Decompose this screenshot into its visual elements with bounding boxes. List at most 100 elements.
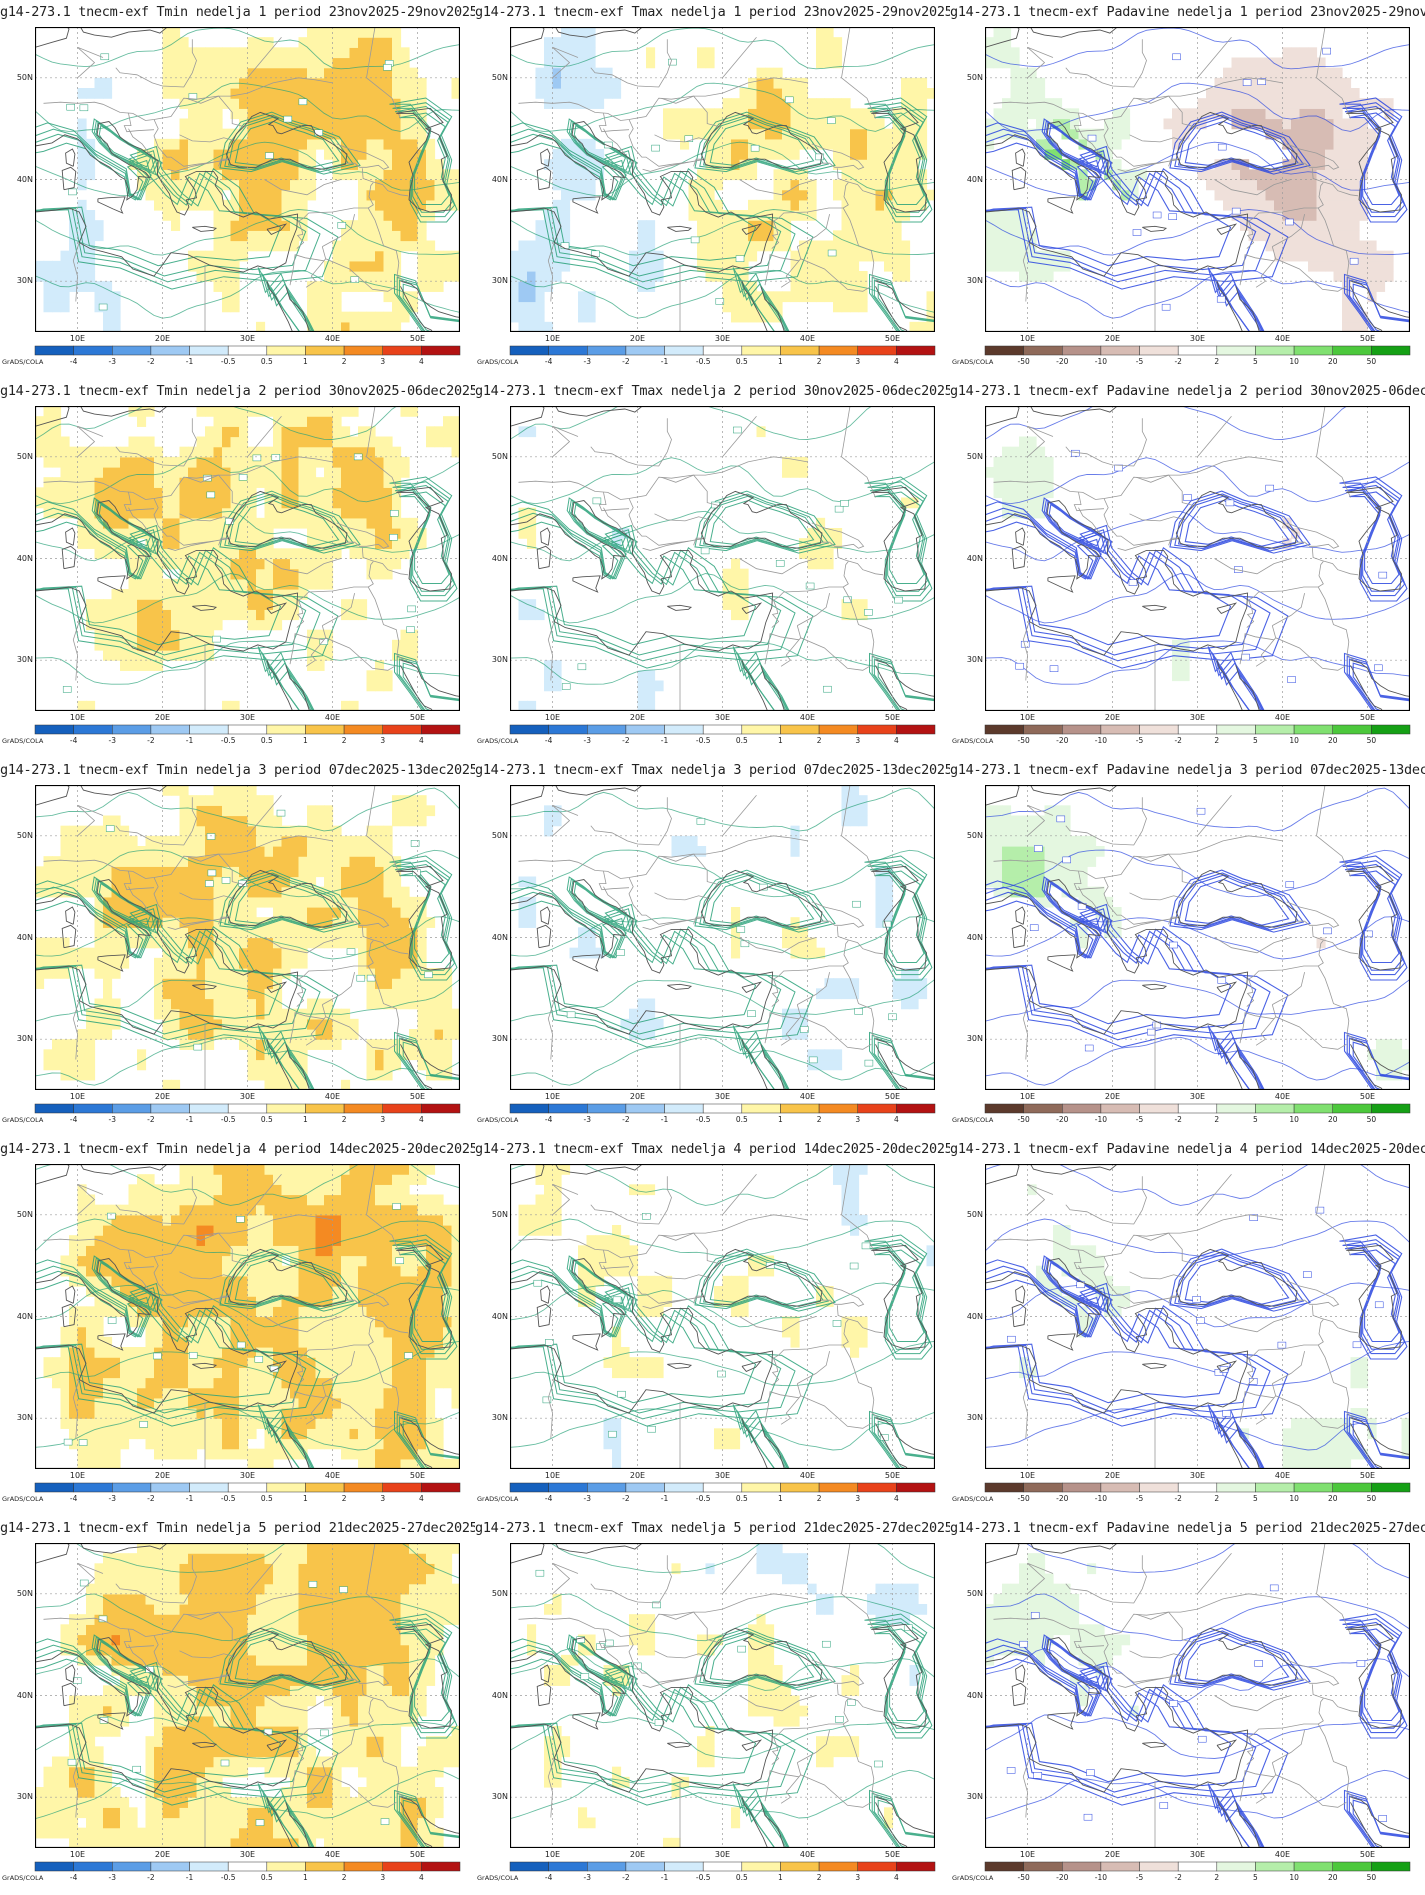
lon-label: 40E (799, 713, 816, 722)
colorbar-tick-label: 0.5 (261, 736, 273, 745)
colorbar-swatch (1255, 1861, 1295, 1872)
colorbar-swatch (1139, 1861, 1179, 1872)
lon-label: 50E (1359, 334, 1376, 343)
colorbar-swatch (305, 345, 345, 356)
colorbar-swatch (548, 724, 588, 735)
colorbar-tick-label: 4 (894, 1873, 899, 1882)
colorbar-swatch (382, 345, 422, 356)
lat-label: 30N (966, 1413, 983, 1423)
lon-label: 20E (629, 1850, 646, 1859)
lon-label: 50E (409, 1471, 426, 1480)
colorbar-tick-label: -4 (70, 736, 78, 745)
forecast-map (510, 27, 935, 332)
colorbar-tick-label: 1 (778, 357, 783, 366)
colorbar-swatch (227, 345, 268, 356)
colorbar-tick-label: -0.5 (696, 1494, 711, 1503)
colorbar-swatch (305, 1482, 345, 1493)
panel-title: g14-273.1 tnecm-exf Padavine nedelja 5 p… (950, 1520, 1425, 1536)
colorbar-tick-label: -4 (545, 1494, 553, 1503)
colorbar-tick-label: 50 (1367, 1873, 1377, 1882)
source-label: GrADS/COLA (477, 737, 519, 745)
colorbar-swatch (34, 1103, 74, 1114)
lon-label: 10E (544, 713, 561, 722)
colorbar-tick-label: -20 (1056, 357, 1068, 366)
colorbar: -4 -3 -2 -1 -0.5 0.5 1 2 3 4 GrADS/COLA (2, 1482, 461, 1503)
colorbar-swatch (1062, 1103, 1102, 1114)
colorbar-swatch (664, 724, 704, 735)
lat-label: 30N (491, 1034, 508, 1044)
lon-label: 20E (1104, 1471, 1121, 1480)
colorbar-swatch (150, 1103, 190, 1114)
lon-label: 40E (799, 1850, 816, 1859)
colorbar-swatch (34, 724, 74, 735)
colorbar-swatch (382, 724, 422, 735)
colorbar-swatch (1332, 345, 1372, 356)
lon-label: 30E (714, 1850, 731, 1859)
lon-label: 50E (409, 1850, 426, 1859)
lon-label: 20E (154, 334, 171, 343)
colorbar-tick-label: -3 (109, 736, 117, 745)
colorbar: -4 -3 -2 -1 -0.5 0.5 1 2 3 4 GrADS/COLA (477, 724, 936, 745)
colorbar-swatch (1255, 1482, 1295, 1493)
colorbar-tick-label: -20 (1056, 1873, 1068, 1882)
colorbar-swatch (382, 1103, 422, 1114)
colorbar-tick-label: -1 (661, 1494, 669, 1503)
colorbar-swatch (305, 724, 345, 735)
lon-label: 40E (324, 1850, 341, 1859)
map-panel-tmin-week-2: g14-273.1 tnecm-exf Tmin nedelja 2 perio… (0, 379, 475, 758)
colorbar-tick-label: -0.5 (696, 1873, 711, 1882)
panel-title: g14-273.1 tnecm-exf Tmax nedelja 3 perio… (475, 762, 950, 778)
colorbar-swatch (343, 1482, 383, 1493)
lat-label: 50N (16, 830, 33, 840)
colorbar-swatch (189, 1861, 229, 1872)
colorbar-tick-label: -2 (622, 357, 630, 366)
colorbar-swatch (548, 1861, 588, 1872)
colorbar-tick-label: 20 (1328, 1873, 1338, 1882)
colorbar-swatch (625, 1482, 665, 1493)
colorbar-tick-label: -4 (70, 1494, 78, 1503)
lon-label: 40E (1274, 1850, 1291, 1859)
colorbar-swatch (1023, 1482, 1063, 1493)
colorbar-tick-label: -1 (661, 1115, 669, 1124)
colorbar-tick-label: 0.5 (736, 1873, 748, 1882)
colorbar-tick-label: -10 (1095, 1494, 1107, 1503)
colorbar-swatch (741, 1861, 781, 1872)
lon-label: 40E (799, 1471, 816, 1480)
colorbar-tick-label: 1 (303, 1494, 308, 1503)
colorbar-swatch (266, 724, 306, 735)
lon-label: 50E (1359, 1471, 1376, 1480)
colorbar-tick-label: -2 (622, 1115, 630, 1124)
lon-label: 40E (1274, 1092, 1291, 1101)
colorbar-swatch (548, 1103, 588, 1114)
source-label: GrADS/COLA (952, 1495, 994, 1503)
lon-label: 20E (154, 713, 171, 722)
colorbar-swatch (1023, 724, 1063, 735)
lat-label: 30N (16, 1413, 33, 1423)
colorbar-tick-label: 0.5 (736, 1115, 748, 1124)
colorbar-tick-label: 10 (1289, 357, 1299, 366)
map-panel-tmin-week-5: g14-273.1 tnecm-exf Tmin nedelja 5 perio… (0, 1516, 475, 1895)
colorbar-tick-label: -2 (1174, 1873, 1182, 1882)
lon-label: 30E (239, 1850, 256, 1859)
colorbar-tick-label: 4 (419, 1873, 424, 1882)
panel-title: g14-273.1 tnecm-exf Tmax nedelja 1 perio… (475, 4, 950, 20)
colorbar: -50 -20 -10 -5 -2 2 5 10 20 50 GrADS/COLA (952, 1103, 1411, 1124)
colorbar-tick-label: -10 (1095, 1873, 1107, 1882)
colorbar-tick-label: 5 (1253, 736, 1258, 745)
forecast-map (35, 1543, 460, 1848)
panel-title: g14-273.1 tnecm-exf Tmin nedelja 2 perio… (0, 383, 475, 399)
colorbar-swatch (1139, 1482, 1179, 1493)
colorbar-swatch (702, 724, 743, 735)
colorbar-swatch (984, 724, 1024, 735)
lon-label: 10E (1019, 713, 1036, 722)
map-panel-tmax-week-2: g14-273.1 tnecm-exf Tmax nedelja 2 perio… (475, 379, 950, 758)
colorbar-tick-label: -2 (1174, 736, 1182, 745)
lon-label: 10E (69, 1092, 86, 1101)
colorbar-tick-label: -10 (1095, 357, 1107, 366)
colorbar-tick-label: -5 (1136, 357, 1144, 366)
source-label: GrADS/COLA (2, 358, 44, 366)
colorbar-swatch (73, 1482, 113, 1493)
colorbar-swatch (266, 1861, 306, 1872)
colorbar-tick-label: 10 (1289, 736, 1299, 745)
colorbar-tick-label: 4 (419, 1494, 424, 1503)
